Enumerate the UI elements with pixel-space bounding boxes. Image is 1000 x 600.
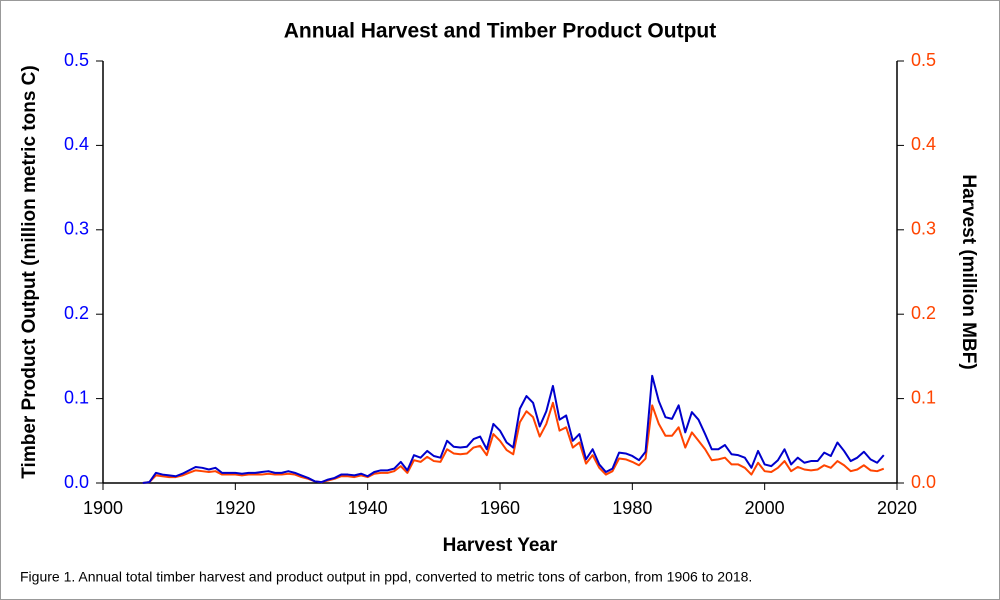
x-axis-label: Harvest Year xyxy=(443,535,558,556)
line-series xyxy=(142,401,885,484)
y2-tick-label: 0.0 xyxy=(911,472,936,492)
line-series xyxy=(142,374,885,484)
y2-axis-label: Harvest (million MBF) xyxy=(958,174,979,369)
x-tick-label: 2020 xyxy=(877,498,917,518)
chart-title: Annual Harvest and Timber Product Output xyxy=(284,20,717,43)
y-tick-label: 0.4 xyxy=(64,134,89,154)
y-tick-label: 0.0 xyxy=(64,472,89,492)
y-tick-label: 0.2 xyxy=(64,303,89,323)
y2-tick-label: 0.1 xyxy=(911,387,936,407)
y2-tick-label: 0.4 xyxy=(911,134,936,154)
x-tick-label: 2000 xyxy=(745,498,785,518)
y2-tick-label: 0.2 xyxy=(911,303,936,323)
x-tick-label: 1980 xyxy=(612,498,652,518)
x-tick-label: 1900 xyxy=(83,498,123,518)
y-tick-label: 0.3 xyxy=(64,219,89,239)
caption: Figure 1. Annual total timber harvest an… xyxy=(20,569,752,585)
y-tick-label: 0.1 xyxy=(64,387,89,407)
x-tick-label: 1940 xyxy=(348,498,388,518)
x-tick-label: 1960 xyxy=(480,498,520,518)
y-tick-label: 0.5 xyxy=(64,50,89,70)
y2-tick-label: 0.3 xyxy=(911,219,936,239)
y-axis-label: Timber Product Output (million metric to… xyxy=(19,65,40,478)
x-tick-label: 1920 xyxy=(215,498,255,518)
y2-tick-label: 0.5 xyxy=(911,50,936,70)
